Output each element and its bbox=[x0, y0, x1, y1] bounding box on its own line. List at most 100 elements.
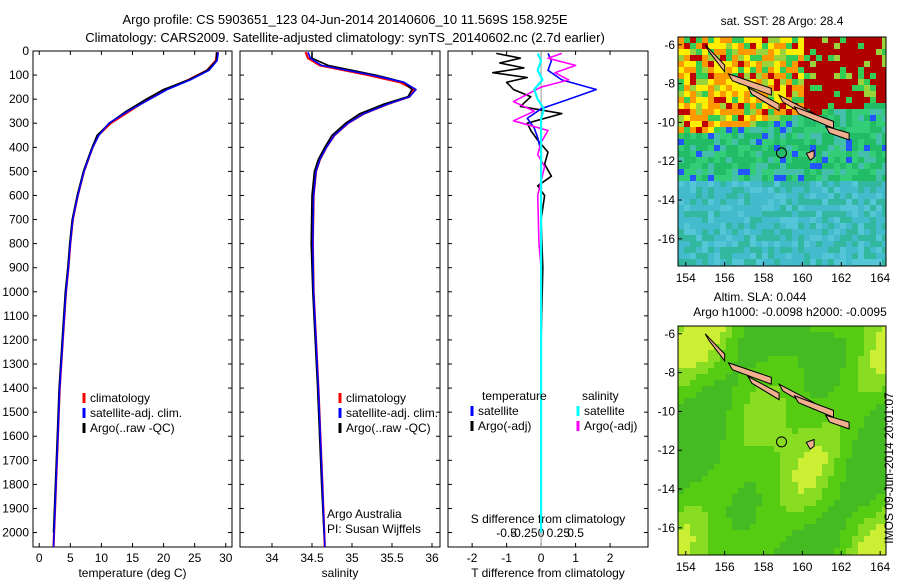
map-cell bbox=[834, 542, 840, 548]
map-cell bbox=[714, 247, 720, 253]
map-cell bbox=[690, 452, 696, 458]
map-cell bbox=[810, 512, 816, 518]
map-cell bbox=[714, 374, 720, 380]
map-cell bbox=[696, 157, 702, 163]
map-cell bbox=[804, 55, 810, 61]
map-cell bbox=[870, 79, 876, 85]
map-cell bbox=[720, 440, 726, 446]
map-cell bbox=[696, 446, 702, 452]
map-cell bbox=[834, 506, 840, 512]
map-cell bbox=[756, 482, 762, 488]
s-tick-label: -0.25 bbox=[510, 526, 538, 540]
map-cell bbox=[690, 446, 696, 452]
map-cell bbox=[714, 67, 720, 73]
map-cell bbox=[744, 55, 750, 61]
map-cell bbox=[678, 398, 684, 404]
map-cell bbox=[762, 410, 768, 416]
map-cell bbox=[768, 121, 774, 127]
x-tick-label: 35 bbox=[345, 551, 359, 565]
map-cell bbox=[696, 37, 702, 43]
map-cell bbox=[858, 193, 864, 199]
map-cell bbox=[738, 205, 744, 211]
map-cell bbox=[810, 326, 816, 332]
map-cell bbox=[864, 157, 870, 163]
map-cell bbox=[846, 530, 852, 536]
map-cell bbox=[864, 440, 870, 446]
map-cell bbox=[864, 103, 870, 109]
map-cell bbox=[852, 151, 858, 157]
map-cell bbox=[750, 518, 756, 524]
map-cell bbox=[816, 362, 822, 368]
map-cell bbox=[696, 428, 702, 434]
map-cell bbox=[852, 380, 858, 386]
map-cell bbox=[840, 217, 846, 223]
map-cell bbox=[882, 368, 886, 374]
map-cell bbox=[744, 506, 750, 512]
map-cell bbox=[852, 205, 858, 211]
map-cells bbox=[678, 326, 886, 555]
map-cell bbox=[804, 506, 810, 512]
map-cell bbox=[768, 518, 774, 524]
map-cell bbox=[840, 530, 846, 536]
map-cell bbox=[726, 217, 732, 223]
map-cell bbox=[702, 356, 708, 362]
x-tick-label: 34.5 bbox=[300, 551, 324, 565]
map-cell bbox=[858, 85, 864, 91]
map-cell bbox=[684, 464, 690, 470]
map-cell bbox=[828, 79, 834, 85]
map-cell bbox=[852, 181, 858, 187]
map-cell bbox=[762, 61, 768, 67]
map-cell bbox=[804, 61, 810, 67]
map-cell bbox=[804, 259, 810, 265]
map-cell bbox=[708, 374, 714, 380]
map-cell bbox=[738, 133, 744, 139]
map-cell bbox=[756, 392, 762, 398]
map-cell bbox=[846, 464, 852, 470]
map-cell bbox=[696, 169, 702, 175]
map-cell bbox=[834, 115, 840, 121]
map-cell bbox=[882, 229, 886, 235]
map-cell bbox=[804, 428, 810, 434]
map-cell bbox=[876, 422, 882, 428]
map-cell bbox=[780, 91, 786, 97]
map-cell bbox=[696, 151, 702, 157]
map-cell bbox=[726, 452, 732, 458]
map-cell bbox=[708, 253, 714, 259]
map-cell bbox=[792, 542, 798, 548]
map-cell bbox=[822, 356, 828, 362]
map-cell bbox=[690, 169, 696, 175]
map-cell bbox=[678, 139, 684, 145]
map-cell bbox=[762, 55, 768, 61]
map-cell bbox=[708, 422, 714, 428]
map-cell bbox=[744, 97, 750, 103]
map-cell bbox=[738, 488, 744, 494]
map-cell bbox=[684, 103, 690, 109]
map-cell bbox=[678, 55, 684, 61]
map-cell bbox=[774, 518, 780, 524]
map-cell bbox=[822, 193, 828, 199]
map-cell bbox=[846, 169, 852, 175]
map-cell bbox=[780, 476, 786, 482]
map-cell bbox=[876, 386, 882, 392]
map-cell bbox=[816, 127, 822, 133]
map-cell bbox=[828, 103, 834, 109]
map-cell bbox=[702, 211, 708, 217]
map-cell bbox=[720, 464, 726, 470]
map-cell bbox=[720, 121, 726, 127]
map-cell bbox=[810, 452, 816, 458]
map-cell bbox=[858, 482, 864, 488]
map-cell bbox=[858, 470, 864, 476]
map-cell bbox=[774, 542, 780, 548]
map-cell bbox=[810, 49, 816, 55]
map-cell bbox=[870, 247, 876, 253]
map-cell bbox=[828, 470, 834, 476]
legend-label: satellite bbox=[584, 404, 625, 418]
map-cell bbox=[840, 247, 846, 253]
map-cell bbox=[816, 524, 822, 530]
map-cell bbox=[870, 91, 876, 97]
map-cell bbox=[738, 139, 744, 145]
map-cell bbox=[678, 512, 684, 518]
map-cell bbox=[864, 512, 870, 518]
map-cell bbox=[786, 43, 792, 49]
